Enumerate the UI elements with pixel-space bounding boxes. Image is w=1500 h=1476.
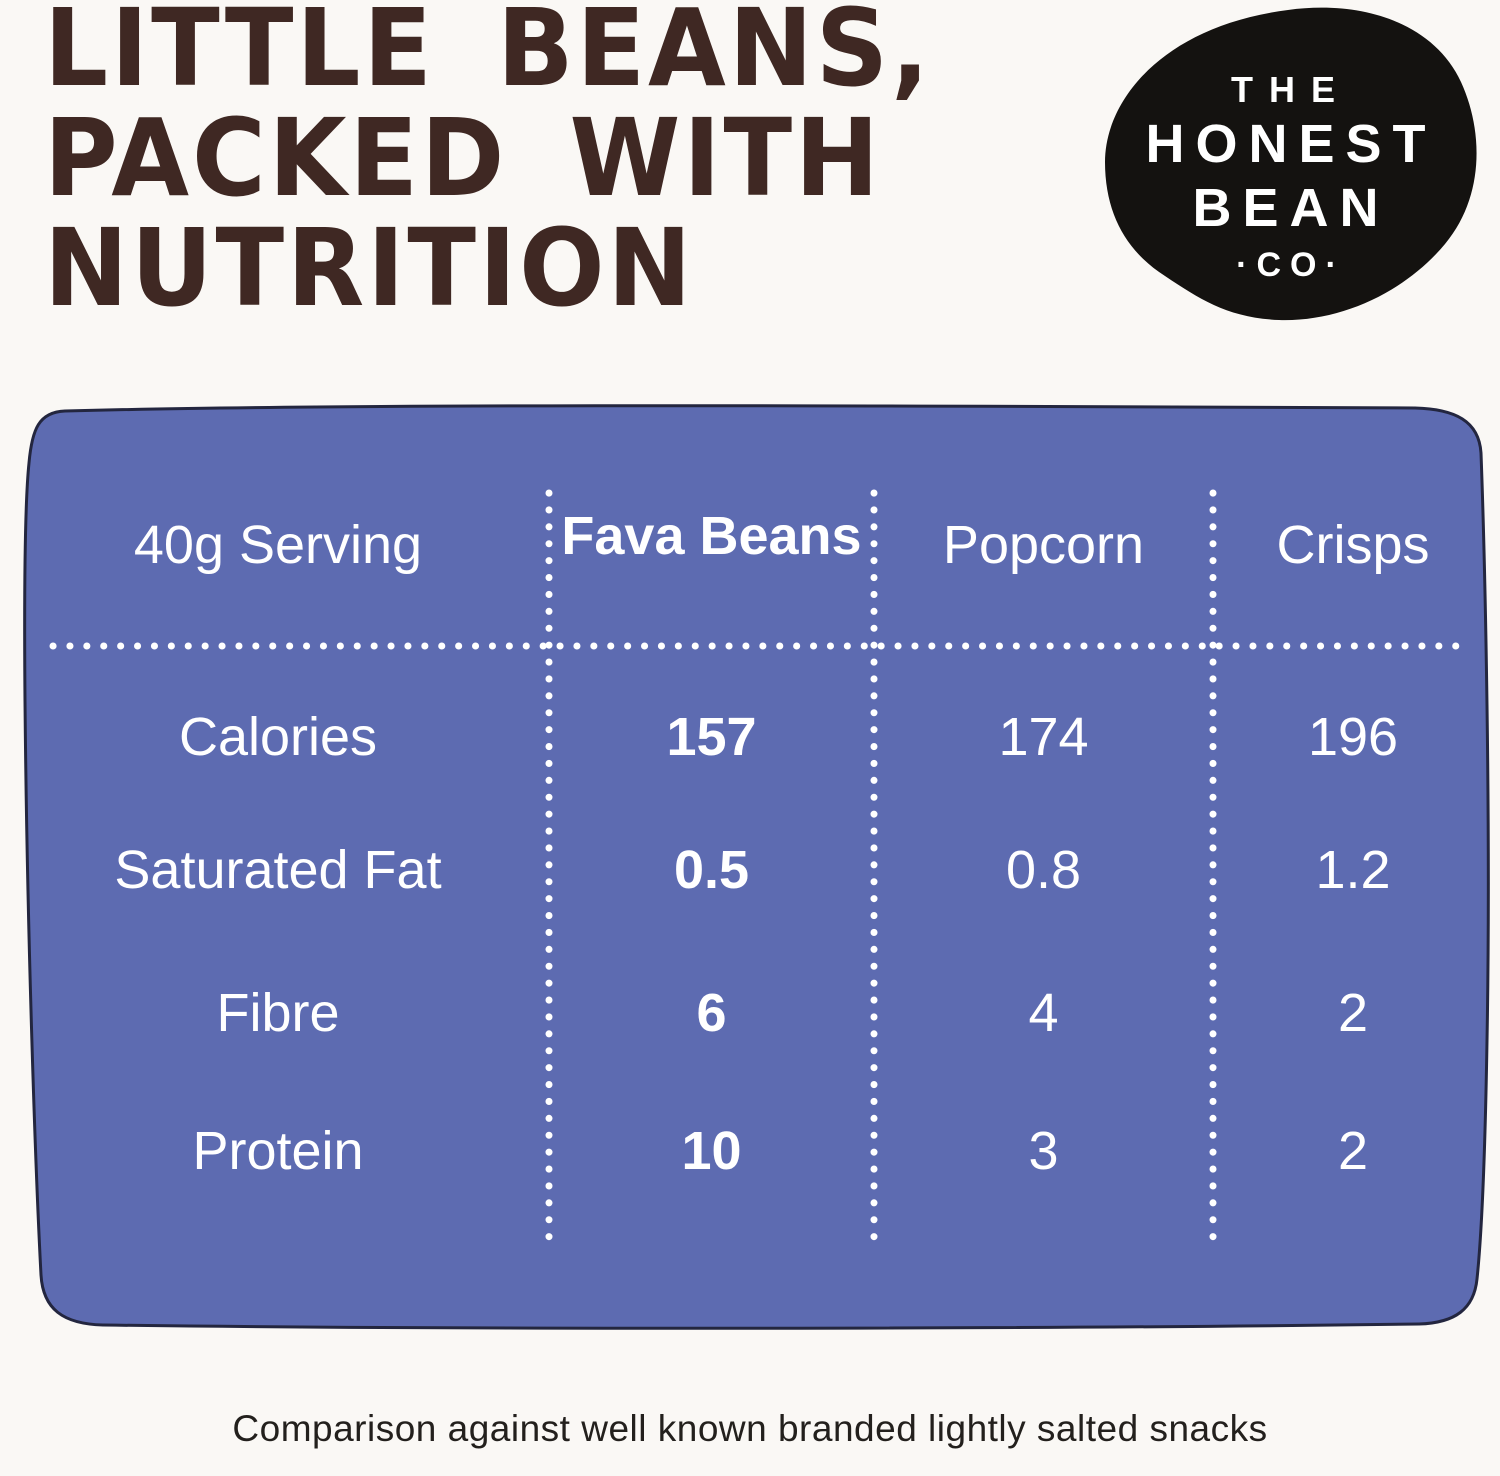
cell-crisps-fibre: 2	[1337, 983, 1369, 1043]
panel-svg	[23, 404, 1490, 1330]
brand-logo: THE HONEST BEAN ·CO·	[1093, 0, 1489, 330]
logo-line-honest: HONEST	[1145, 114, 1436, 174]
cell-popcorn-fibre: 4	[1028, 983, 1059, 1043]
header-fava: Fava Beans	[561, 506, 862, 566]
logo-blob-svg: THE HONEST BEAN ·CO·	[1105, 7, 1477, 321]
page-title: LITTLE BEANS, PACKED WITH NUTRITION	[44, 0, 932, 324]
table-header-row: 40g Serving Popcorn Crisps	[7, 485, 1493, 605]
title-line-3: NUTRITION	[44, 207, 695, 331]
footnote: Comparison against well known branded li…	[232, 1408, 1268, 1449]
cell-label-calories: Calories	[178, 707, 378, 767]
cell-fava-calories: 157	[666, 707, 757, 767]
cell-fava-fibre: 6	[696, 983, 727, 1043]
table-row-saturated-fat: Saturated Fat 0.5 0.8 1.2	[7, 810, 1493, 930]
logo-line-bean: BEAN	[1192, 178, 1389, 238]
title-line-1: LITTLE BEANS,	[44, 0, 932, 111]
header-popcorn: Popcorn	[942, 515, 1145, 575]
title-line-2: PACKED WITH	[44, 97, 882, 221]
cell-popcorn-protein: 3	[1028, 1121, 1059, 1181]
cell-fava-protein: 10	[681, 1121, 742, 1181]
table-row-fibre: Fibre 6 4 2	[7, 953, 1493, 1073]
cell-crisps-saturated-fat: 1.2	[1315, 840, 1391, 900]
logo-line-the: THE	[1231, 69, 1351, 110]
cell-label-saturated-fat: Saturated Fat	[114, 840, 442, 900]
panel-shape	[23, 404, 1490, 1330]
table-row-protein: Protein 10 3 2	[7, 1091, 1493, 1211]
cell-popcorn-calories: 174	[998, 707, 1089, 767]
logo-blob-shape	[1105, 7, 1477, 321]
header-serving: 40g Serving	[133, 515, 423, 575]
logo-line-co: ·CO·	[1236, 246, 1346, 284]
header-crisps: Crisps	[1276, 515, 1430, 575]
cell-label-fibre: Fibre	[216, 983, 340, 1043]
comparison-panel	[7, 401, 1493, 1335]
table-row-calories: Calories 157 174 196	[7, 677, 1493, 797]
cell-crisps-protein: 2	[1337, 1121, 1369, 1181]
cell-popcorn-saturated-fat: 0.8	[1005, 840, 1082, 900]
cell-crisps-calories: 196	[1307, 707, 1399, 767]
cell-label-protein: Protein	[192, 1121, 364, 1181]
cell-fava-saturated-fat: 0.5	[673, 840, 750, 900]
